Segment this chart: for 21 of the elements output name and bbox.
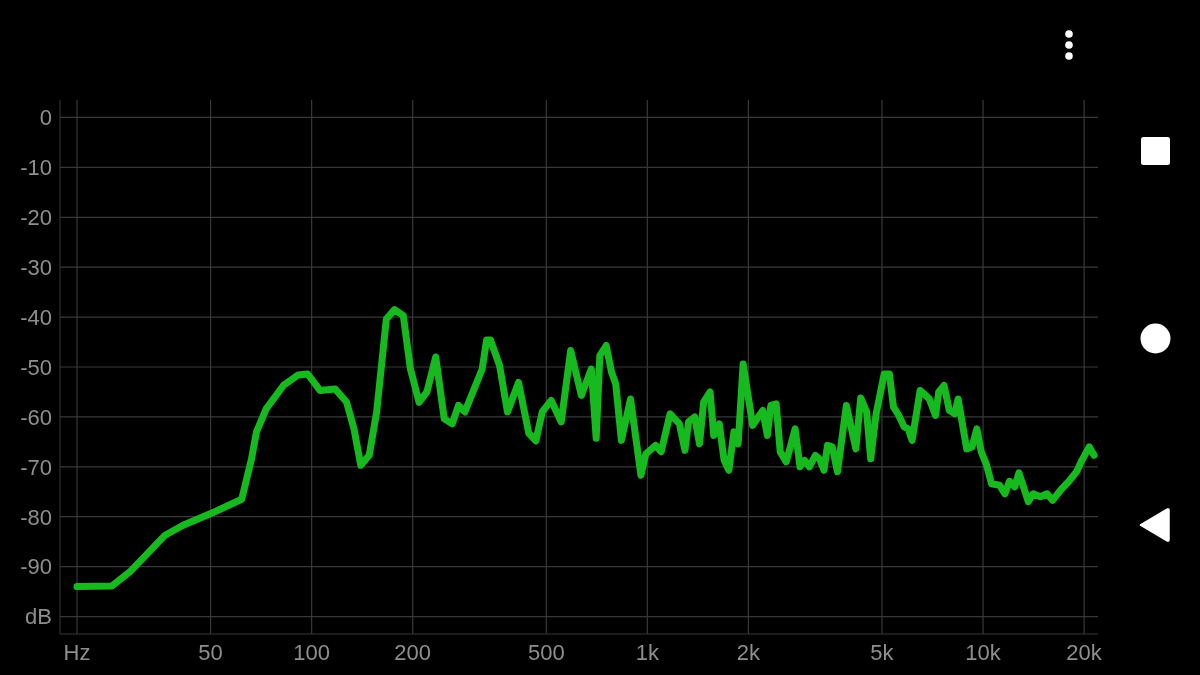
x-tick-label: 100 [293,639,330,665]
y-tick-label: -50 [20,354,52,380]
y-tick-label: -60 [20,404,52,430]
y-tick-label: -70 [20,454,52,480]
x-tick-label: 10k [965,639,1002,665]
x-tick-label: 5k [870,639,895,665]
x-tick-label: 20k [1066,639,1103,665]
x-tick-label: 1k [635,639,660,665]
y-tick-label: -20 [20,205,52,231]
y-tick-label: -10 [20,155,52,181]
y-tick-label: -80 [20,504,52,530]
x-tick-label: Hz [63,639,91,665]
x-tick-label: 50 [198,639,223,665]
x-tick-label: 2k [736,639,762,665]
x-tick-label: 200 [394,639,432,665]
y-tick-label: 0 [39,105,52,131]
x-tick-label: 500 [527,639,565,665]
y-tick-label: -30 [20,255,52,280]
y-tick-label: -90 [20,554,52,580]
y-tick-label: -40 [20,304,52,330]
y-tick-label: dB [25,604,52,630]
